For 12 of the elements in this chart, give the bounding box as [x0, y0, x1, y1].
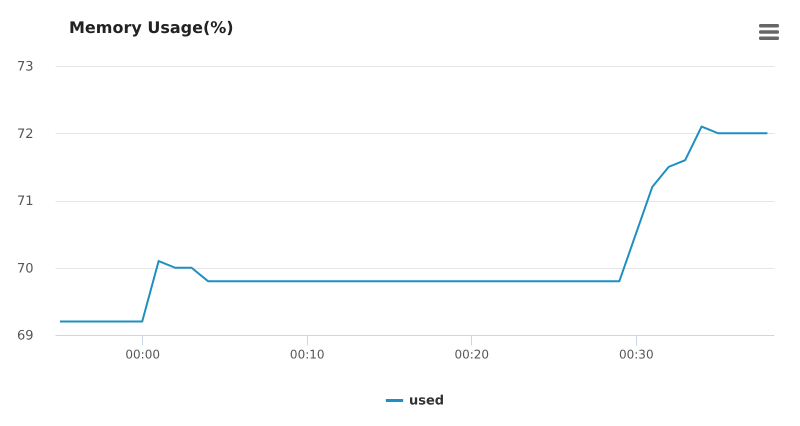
x-tick-label: 00:20 [454, 348, 490, 362]
y-tick-label: 73 [16, 60, 34, 74]
x-tick-label: 00:00 [125, 348, 160, 362]
legend-label: used [409, 394, 444, 408]
line-series [58, 126, 768, 323]
y-tick-label: 72 [16, 126, 34, 142]
y-tick-label: 70 [16, 261, 34, 276]
chart-title: Memory Usage(%) [69, 18, 234, 37]
x-tick-label: 00:10 [290, 348, 325, 362]
y-tick-label: 69 [16, 328, 34, 344]
y-tick-label: 71 [16, 194, 34, 209]
x-tick-label: 00:30 [618, 348, 654, 362]
